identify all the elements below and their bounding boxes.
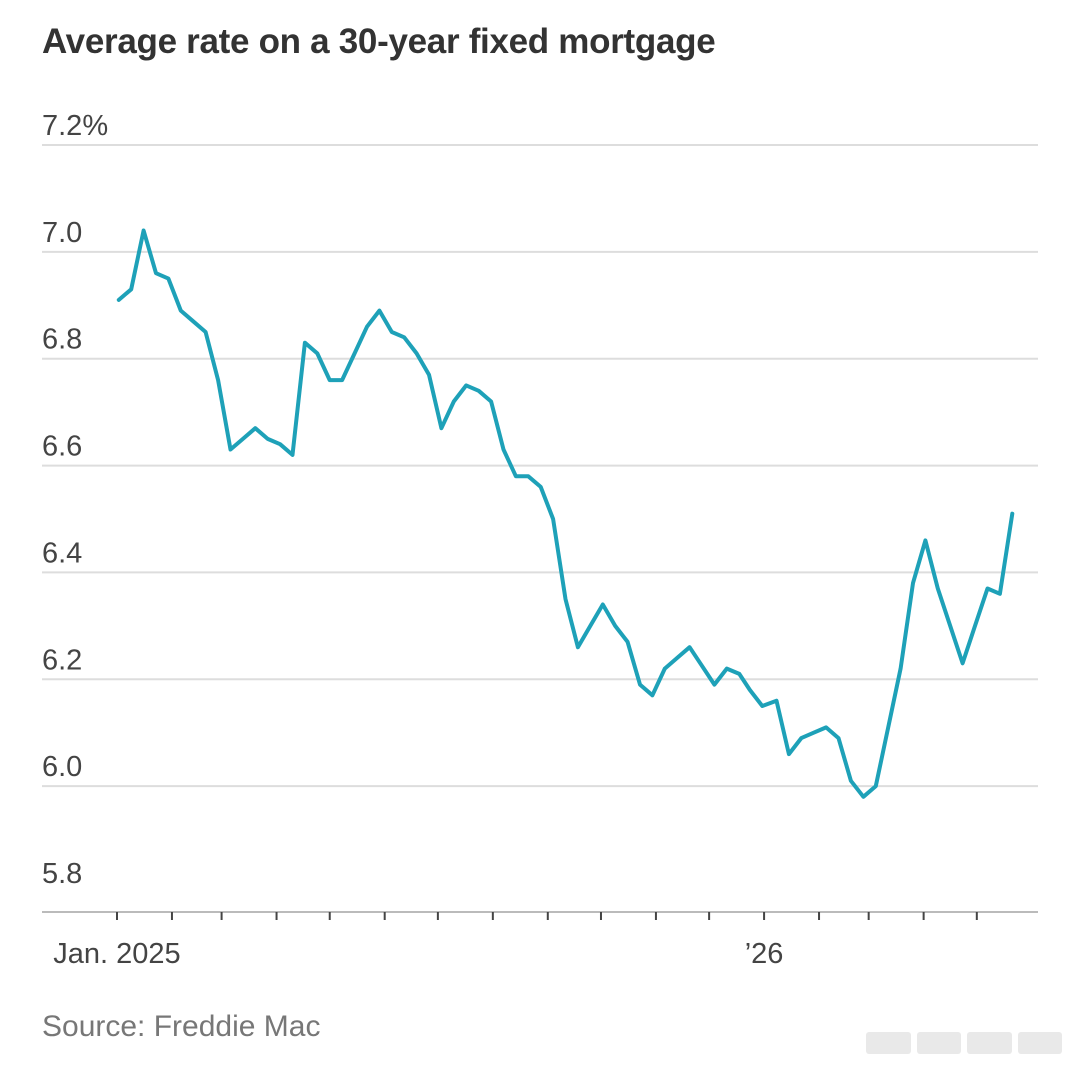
x-tick-label: ’26 [745, 938, 784, 970]
y-tick-label: 7.0 [42, 217, 82, 249]
watermark-block [866, 1032, 911, 1054]
y-tick-label: 6.8 [42, 324, 82, 356]
gridlines [42, 144, 1038, 788]
y-tick-label: 6.0 [42, 751, 82, 783]
x-tick-label: Jan. 2025 [53, 938, 180, 970]
y-tick-label: 5.8 [42, 858, 82, 890]
x-axis-tick-labels: Jan. 2025 ’26 [53, 938, 783, 970]
y-tick-label: 6.4 [42, 537, 82, 569]
watermark-block [967, 1032, 1012, 1054]
watermark-block [916, 1032, 961, 1054]
watermark [866, 1032, 1062, 1054]
y-tick-label: 6.6 [42, 431, 82, 463]
y-tick-label: 6.2 [42, 644, 82, 676]
y-axis-tick-labels: 7.2% 7.0 6.8 6.6 6.4 6.2 6.0 5.8 [42, 110, 108, 890]
source-note: Source: Freddie Mac [42, 1010, 321, 1043]
x-axis-ticks [116, 912, 978, 920]
chart-title: Average rate on a 30-year fixed mortgage [42, 22, 716, 61]
watermark-block [1017, 1032, 1062, 1054]
line-chart: 7.2% 7.0 6.8 6.6 6.4 6.2 6.0 5.8 Jan. 2025 ’26 [42, 110, 1038, 970]
y-tick-label: 7.2% [42, 110, 108, 142]
series-points [119, 230, 1013, 797]
series-line [116, 228, 1015, 799]
